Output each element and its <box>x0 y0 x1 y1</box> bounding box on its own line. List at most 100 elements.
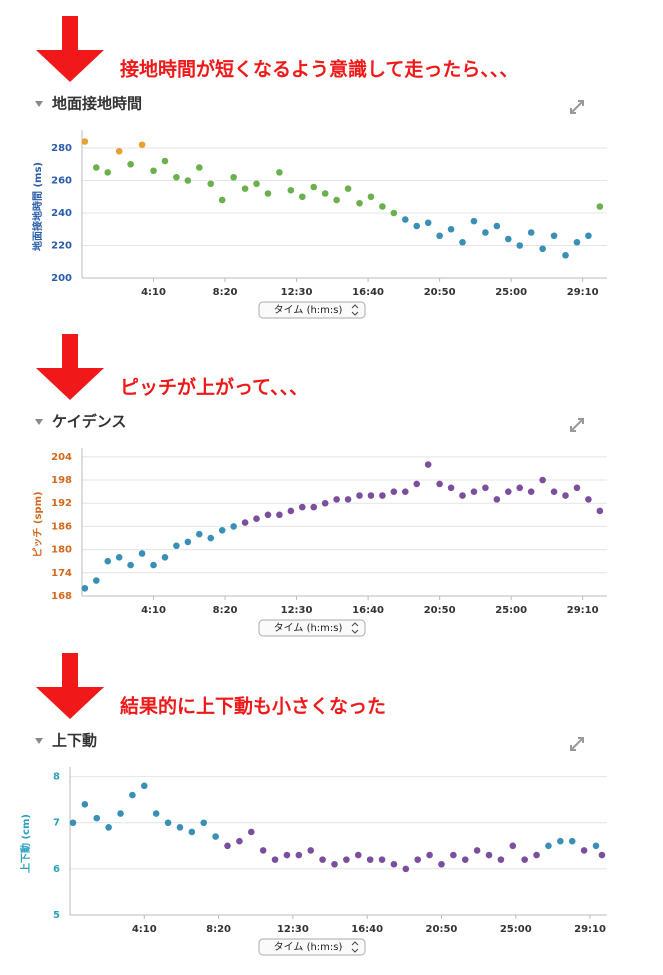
data-point <box>253 180 260 188</box>
y-tick-label: 280 <box>51 143 72 154</box>
section-title: ケイデンス <box>52 413 126 431</box>
y-tick-label: 6 <box>53 864 60 875</box>
data-point <box>596 203 604 210</box>
panel: ピッチが上がって、、、ケイデンス 168 174 180 186 192 198 204 4:1… <box>32 334 607 637</box>
y-tick-label: 192 <box>51 498 72 509</box>
data-point <box>264 190 272 197</box>
data-point <box>533 851 540 859</box>
x-selector-caret <box>351 941 359 953</box>
data-point <box>450 851 457 859</box>
data-point <box>573 238 581 246</box>
y-axis-label: 上下動 (cm) <box>19 814 32 873</box>
data-point <box>105 824 112 831</box>
data-point <box>424 461 432 468</box>
data-point <box>164 819 172 827</box>
expand-icon[interactable] <box>570 737 584 751</box>
data-point <box>173 173 180 181</box>
arrow-icon <box>36 16 104 82</box>
y-axis-label: 地面接地時間 (ms) <box>31 162 44 251</box>
data-point <box>295 851 303 859</box>
data-point <box>127 160 134 168</box>
data-point <box>212 833 219 840</box>
data-point <box>436 232 443 240</box>
x-tick-label: 29:10 <box>567 287 599 298</box>
data-point <box>276 511 283 519</box>
data-point <box>104 169 112 176</box>
collapse-icon[interactable] <box>35 738 43 744</box>
data-point <box>283 851 291 859</box>
data-point <box>161 554 169 561</box>
x-tick-label: 16:40 <box>352 287 384 298</box>
collapse-icon[interactable] <box>35 101 43 107</box>
x-tick-label: 4:10 <box>141 605 166 616</box>
data-point <box>367 492 375 499</box>
data-point <box>138 141 146 149</box>
data-point <box>138 550 146 557</box>
data-point <box>176 824 184 831</box>
data-point <box>81 800 89 808</box>
data-point <box>545 842 552 850</box>
expand-icon[interactable] <box>570 100 584 114</box>
collapse-icon[interactable] <box>35 419 43 425</box>
data-point <box>461 856 469 863</box>
data-point <box>253 515 260 523</box>
data-point <box>426 851 433 859</box>
data-point <box>129 791 136 799</box>
data-point <box>344 185 352 192</box>
data-point <box>224 842 231 850</box>
data-point <box>287 186 295 194</box>
panel: 接地時間が短くなるよう意識して走ったら、、、地面接地時間 200 220 240 260… <box>31 16 607 319</box>
data-point <box>321 499 329 507</box>
data-point <box>207 534 215 542</box>
data-point <box>470 488 478 495</box>
data-point <box>200 819 208 827</box>
data-point <box>557 837 564 845</box>
x-tick-label: 4:10 <box>141 287 166 298</box>
data-point <box>247 828 255 836</box>
x-tick-label: 8:20 <box>206 924 231 935</box>
data-point <box>307 847 315 854</box>
data-point <box>424 219 432 227</box>
y-tick-label: 7 <box>53 818 60 829</box>
data-point <box>390 488 398 495</box>
data-point <box>241 185 249 192</box>
data-point <box>521 856 528 863</box>
data-point <box>527 488 535 495</box>
data-point <box>470 217 478 225</box>
data-point <box>271 856 279 863</box>
data-point <box>390 209 398 217</box>
expand-icon[interactable] <box>570 418 584 432</box>
data-point <box>379 203 386 210</box>
annotation: 結果的に上下動も小さくなった <box>120 695 386 718</box>
data-point <box>573 484 581 492</box>
data-point <box>150 167 157 175</box>
data-point <box>196 164 203 171</box>
x-selector-label: タイム (h:m:s) <box>274 304 343 316</box>
data-point <box>598 851 606 859</box>
data-point <box>390 860 398 868</box>
x-tick-label: 8:20 <box>213 287 238 298</box>
data-point <box>379 492 386 499</box>
x-tick-label: 12:30 <box>281 605 313 616</box>
data-point <box>331 860 338 868</box>
data-point <box>596 507 604 515</box>
data-point <box>207 180 215 188</box>
data-point <box>550 488 558 495</box>
data-point <box>493 222 501 230</box>
data-point <box>298 193 306 201</box>
data-point <box>150 561 157 569</box>
data-point <box>115 147 123 155</box>
x-selector[interactable] <box>258 619 366 637</box>
x-tick-label: 4:10 <box>132 924 157 935</box>
data-point <box>592 842 600 850</box>
y-tick-label: 198 <box>51 475 72 486</box>
data-point <box>378 856 386 863</box>
arrow-icon <box>36 653 104 719</box>
data-point <box>259 847 267 854</box>
data-point <box>298 503 306 511</box>
data-point <box>527 229 535 236</box>
x-selector[interactable] <box>258 938 366 956</box>
x-selector[interactable] <box>258 301 366 319</box>
